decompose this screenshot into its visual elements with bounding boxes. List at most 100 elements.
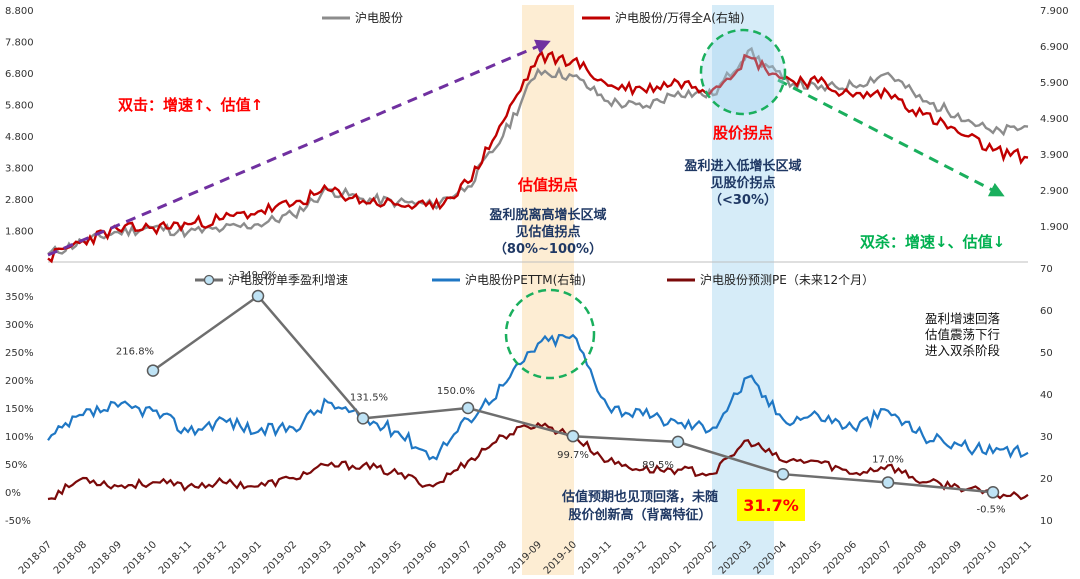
growth-point (146, 364, 160, 377)
growth-point-label: 89.5% (642, 460, 674, 471)
x-tick-label: 2019-11 (577, 539, 614, 575)
x-tick-label: 2019-02 (262, 539, 299, 575)
series-line-forward-pe (47, 421, 1029, 501)
x-tick-label: 2018-08 (52, 539, 89, 575)
growth-point-label: -0.5% (976, 504, 1005, 515)
divergence-note-2: 股价创新高（背离特征） (568, 507, 711, 523)
bottom-right-tick: 60 (1040, 306, 1053, 317)
growth-fall-note-2: 估值震荡下行 (925, 327, 1000, 342)
x-tick-label: 2019-03 (297, 539, 334, 575)
top-right-tick: 6.900 (1040, 42, 1069, 53)
legend-marker (203, 274, 215, 286)
bottom-left-tick: -50% (5, 516, 31, 527)
x-tick-label: 2020-10 (962, 539, 999, 575)
x-tick-label: 2018-09 (87, 539, 124, 575)
x-tick-label: 2020-01 (647, 539, 684, 575)
bottom-left-tick: 250% (5, 348, 34, 359)
legend-label: 沪电股份PETTM(右轴) (465, 272, 586, 287)
growth-point (251, 289, 265, 303)
growth-point-label: 349.9% (239, 270, 277, 281)
price-turning-band (712, 5, 774, 575)
top-right-tick: 5.900 (1040, 78, 1069, 89)
price-turning-title: 股价拐点 (713, 124, 773, 142)
series-lines (47, 46, 1029, 501)
bottom-right-tick: 30 (1040, 432, 1053, 443)
x-tick-label: 2019-08 (472, 539, 509, 575)
growth-point-label: 150.0% (437, 386, 475, 397)
top-right-tick: 3.900 (1040, 150, 1069, 161)
double-kill-arrow (777, 78, 1005, 197)
growth-point (356, 412, 370, 425)
divergence-note-1: 估值预期也见顶回落，未随 (561, 489, 718, 505)
valuation-peak-circle (504, 288, 596, 380)
bottom-right-tick: 20 (1040, 474, 1053, 485)
growth-point (881, 476, 895, 489)
top-left-tick: 5.800 (5, 101, 34, 112)
top-left-tick: 4.800 (5, 132, 34, 143)
x-tick-label: 2020-08 (892, 539, 929, 575)
legend-label: 沪电股份/万得全A(右轴) (615, 10, 745, 25)
growth-point (776, 467, 790, 481)
x-tick-label: 2019-05 (367, 539, 404, 575)
bottom-left-tick: 350% (5, 292, 34, 303)
growth-point-label: 216.8% (116, 347, 154, 358)
series-line-relative-price (47, 49, 1029, 264)
x-tick-label: 2019-01 (227, 539, 264, 575)
series-line-stock-price (47, 46, 1029, 256)
growth-point-label: 131.5% (350, 392, 388, 403)
x-tick-label: 2020-09 (927, 539, 964, 575)
bottom-left-tick: 300% (5, 320, 34, 331)
valuation-turning-band (522, 5, 574, 575)
price-turning-note-2: 见股价拐点 (710, 175, 775, 191)
x-tick-label: 2018-10 (122, 539, 159, 575)
x-tick-label: 2018-12 (192, 539, 229, 575)
growth-fall-note-1: 盈利增速回落 (925, 311, 1001, 326)
x-tick-label: 2020-06 (822, 539, 859, 575)
top-right-tick: 2.900 (1040, 186, 1069, 197)
bottom-left-tick: 0% (5, 488, 21, 499)
double-hit-annotation: 双击：增速↑、估值↑ (118, 96, 263, 114)
price-turning-note-1: 盈利进入低增长区域 (683, 158, 801, 174)
price-turning-note-3: （<30%） (709, 192, 777, 208)
bottom-left-tick: 150% (5, 404, 34, 415)
growth-point-label: 17.0% (872, 454, 904, 465)
growth-fall-note-3: 进入双杀阶段 (925, 343, 1000, 358)
valuation-turning-title: 估值拐点 (517, 176, 578, 194)
legend-label: 沪电股份单季盈利增速 (228, 273, 348, 287)
legend-label: 沪电股份 (355, 11, 403, 25)
bottom-right-tick: 40 (1040, 390, 1053, 401)
legend-label: 沪电股份预测PE（未来12个月） (700, 273, 874, 287)
growth-point-labels: 216.8% 349.9% 131.5% 150.0% 99.7% 89.5% 17.0% -… (116, 270, 1006, 515)
top-left-tick: 6.800 (5, 69, 34, 80)
double-hit-arrow (47, 39, 551, 257)
growth-point-label: 99.7% (557, 450, 589, 461)
top-left-tick: 1.800 (5, 227, 34, 238)
top-panel-axes: 1.800 2.800 3.800 4.800 5.800 6.800 7.800 8.800… (5, 6, 1069, 263)
x-tick-label: 2019-12 (612, 539, 649, 575)
top-left-tick: 7.800 (5, 38, 34, 49)
valuation-turning-note-1: 盈利脱离高增长区域 (488, 207, 606, 223)
x-tick-label: 2019-06 (402, 539, 439, 575)
valuation-turning-note-3: （80%~100%） (494, 241, 602, 257)
bottom-right-tick: 50 (1040, 348, 1053, 359)
latest-growth-badge (737, 489, 805, 521)
x-tick-label: 2020-07 (857, 539, 894, 575)
bottom-left-tick: 400% (5, 264, 34, 275)
bottom-right-tick: 70 (1040, 264, 1053, 275)
bottom-left-tick: 100% (5, 432, 34, 443)
growth-point (986, 486, 1000, 499)
x-tick-label: 2019-04 (332, 539, 369, 575)
x-tick-label: 2020-05 (787, 539, 824, 575)
top-right-tick: 4.900 (1040, 114, 1069, 125)
bottom-right-tick: 10 (1040, 516, 1053, 527)
top-left-tick: 3.800 (5, 164, 34, 175)
bottom-panel-axes: -50% 0% 50% 100% 150% 200% 250% 300% 350% 400% 10 2… (5, 264, 1053, 527)
legends: 沪电股份 沪电股份/万得全A(右轴) 沪电股份单季盈利增速 沪电股份PETTM(右轴)… (195, 10, 874, 287)
latest-growth-badge-value: 31.7% (743, 496, 799, 515)
double-kill-annotation: 双杀：增速↓、估值↓ (860, 233, 1005, 251)
top-right-tick: 7.900 (1040, 6, 1069, 17)
x-tick-label: 2020-11 (997, 539, 1034, 575)
valuation-turning-note-2: 见估值拐点 (515, 224, 580, 240)
